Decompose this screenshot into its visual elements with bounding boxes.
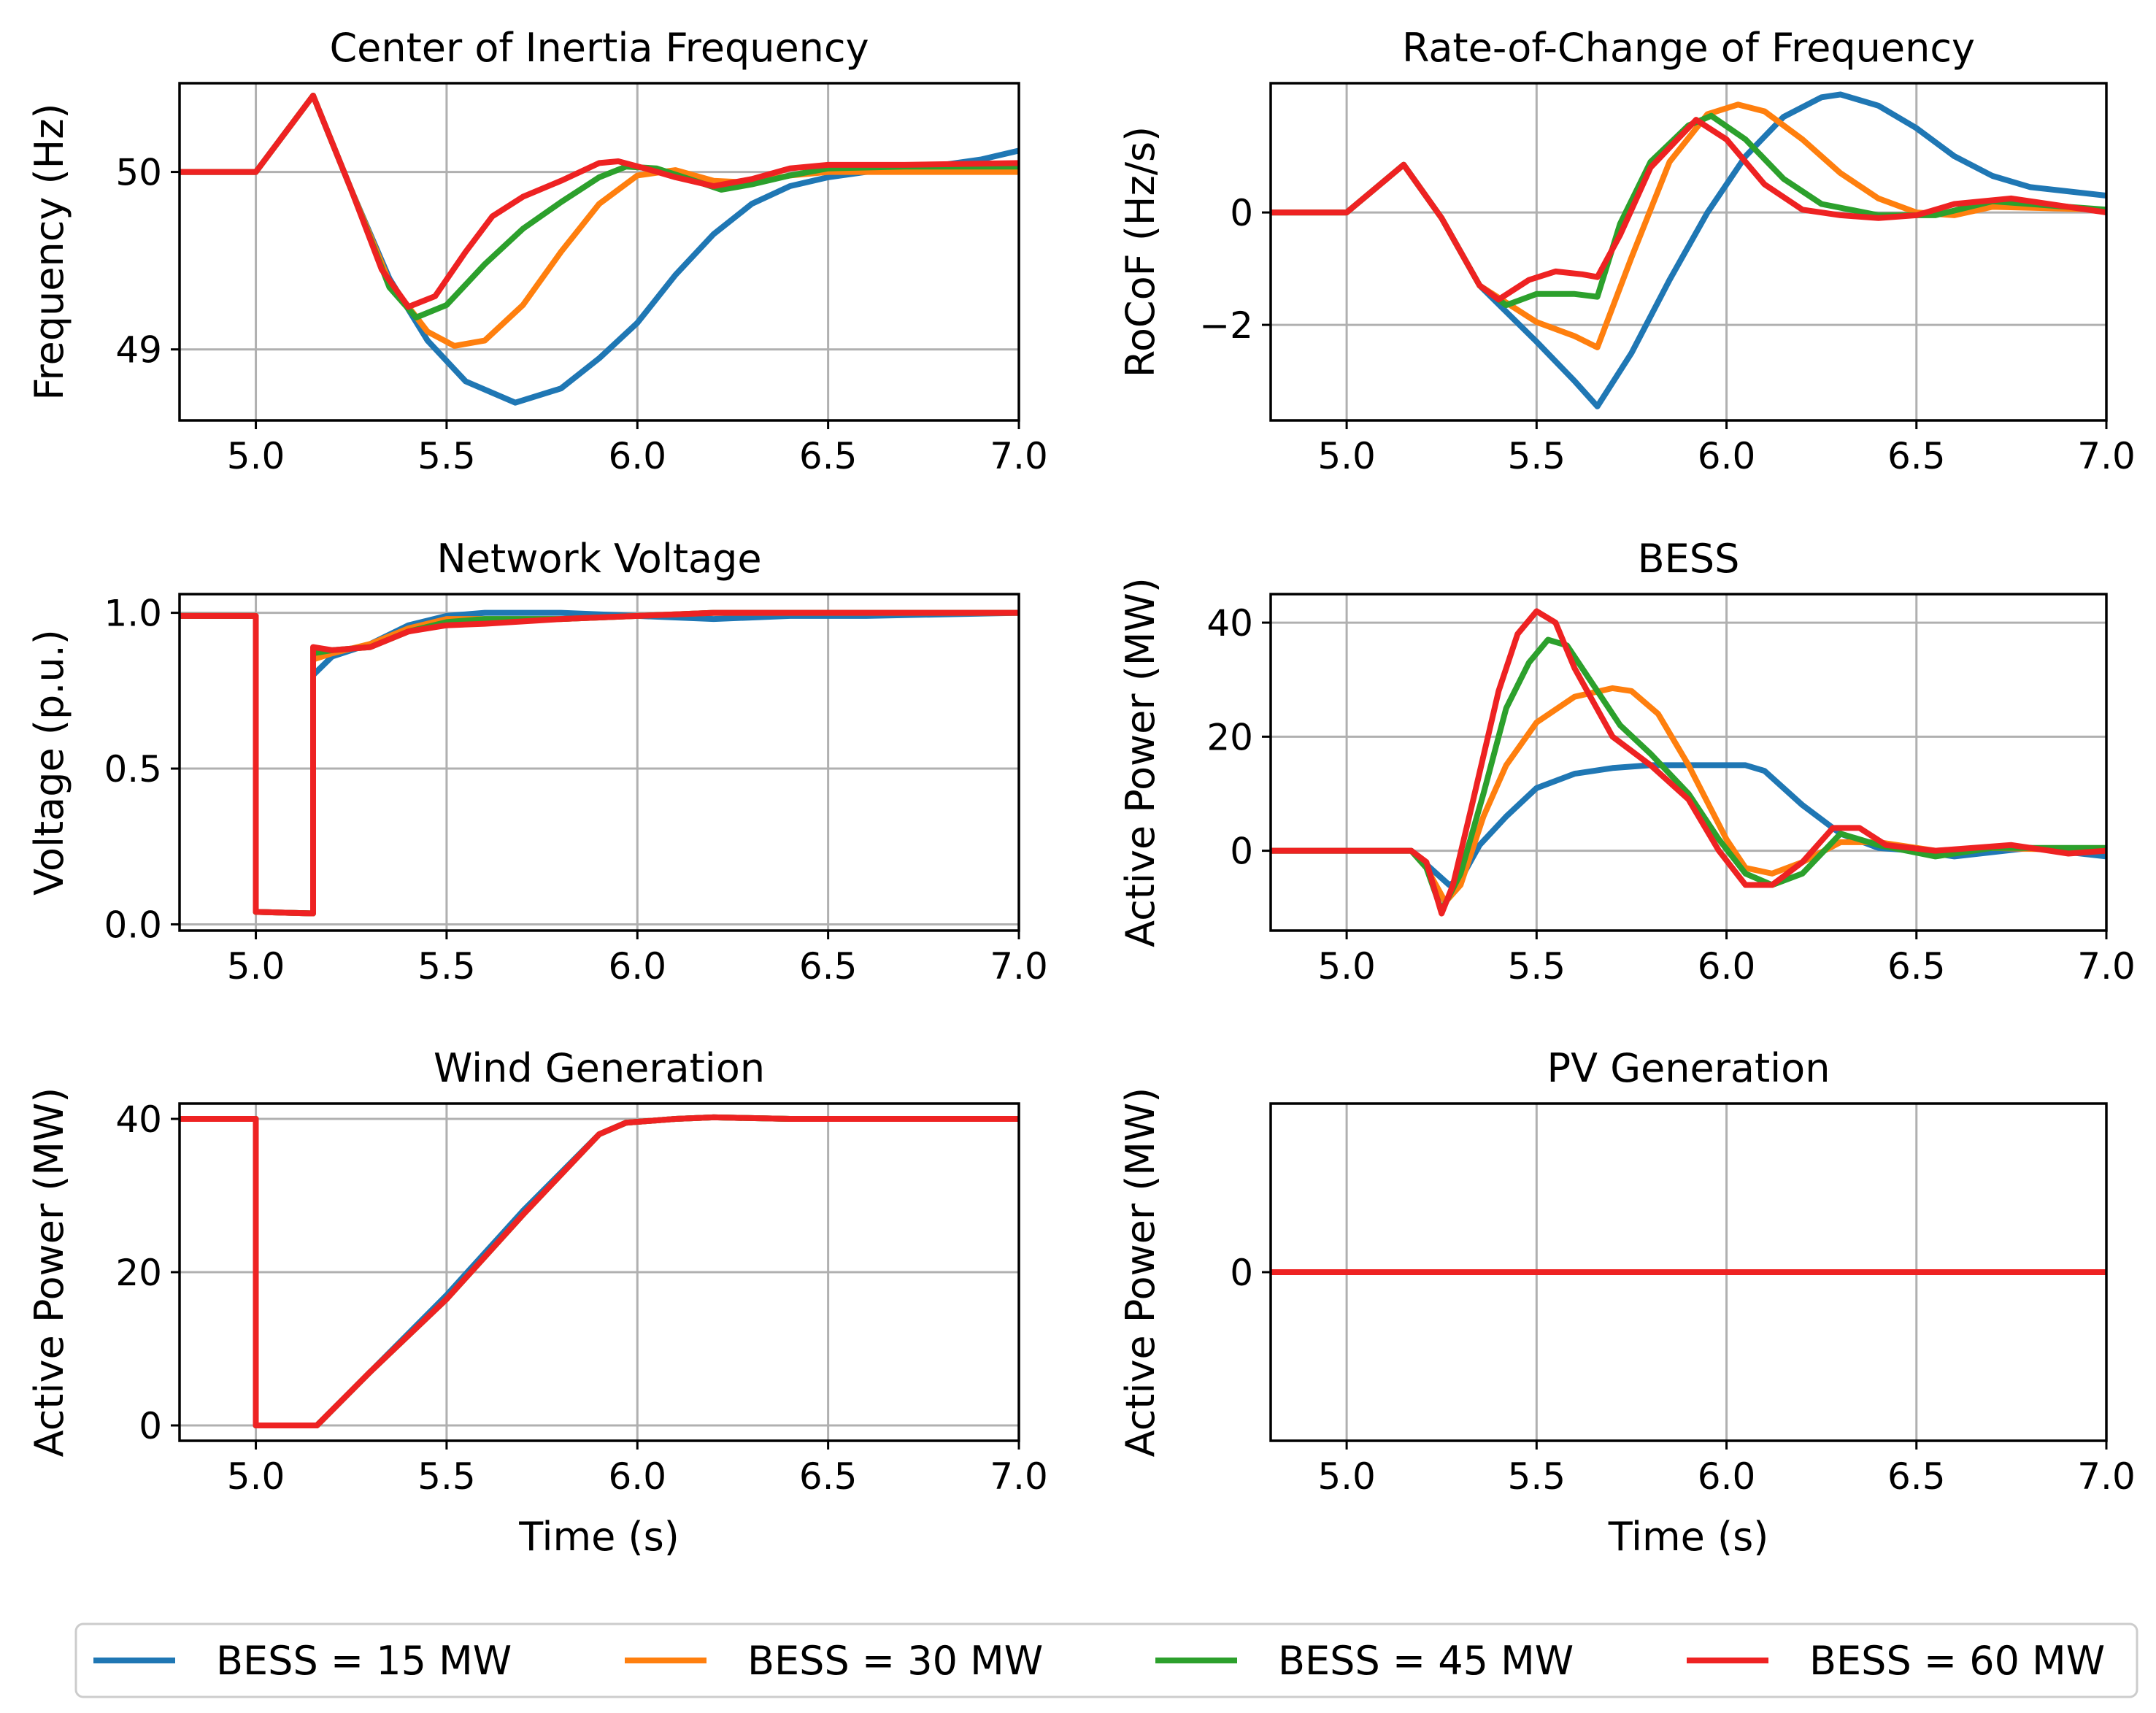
y-tick-label: 0.0 xyxy=(104,904,162,946)
panel-title: Rate-of-Change of Frequency xyxy=(1402,25,1975,71)
x-tick-label: 5.0 xyxy=(227,945,285,988)
x-tick-label: 6.5 xyxy=(799,435,858,477)
x-tick-label: 6.5 xyxy=(1887,945,1946,988)
y-tick-label: 0 xyxy=(1230,831,1253,873)
x-tick-label: 7.0 xyxy=(2077,435,2136,477)
x-tick-label: 5.0 xyxy=(1317,1455,1376,1498)
x-tick-label: 5.0 xyxy=(1317,435,1376,477)
x-axis-label: Time (s) xyxy=(518,1514,679,1560)
y-tick-label: 20 xyxy=(1206,716,1253,758)
y-tick-label: 0 xyxy=(1230,192,1253,234)
series-line xyxy=(180,609,1019,917)
y-tick-label: 20 xyxy=(115,1252,162,1294)
y-tick-label: 49 xyxy=(115,329,162,372)
x-tick-label: 5.5 xyxy=(1508,945,1566,988)
y-tick-label: 40 xyxy=(115,1098,162,1141)
y-axis-label: Active Power (MW) xyxy=(1117,577,1163,947)
x-tick-label: 7.0 xyxy=(2077,1455,2136,1498)
series-line xyxy=(180,1114,1019,1428)
plot-frame xyxy=(1269,593,2108,932)
x-tick-label: 5.0 xyxy=(1317,945,1376,988)
y-tick-label: 0 xyxy=(1230,1252,1253,1294)
legend-entry-label: BESS = 60 MW xyxy=(1809,1638,2105,1684)
legend-entry-label: BESS = 15 MW xyxy=(216,1638,512,1684)
x-tick-label: 5.5 xyxy=(1508,1455,1566,1498)
panel-6: 5.0 5.5 6.0 6.5 7.0 0 PV Generation Active Powe… xyxy=(1117,1045,2136,1560)
x-tick-label: 6.0 xyxy=(1698,945,1756,988)
legend-entry-label: BESS = 45 MW xyxy=(1278,1638,1574,1684)
x-tick-label: 6.0 xyxy=(609,435,667,477)
y-tick-label: 0.5 xyxy=(104,748,162,790)
series-line xyxy=(1271,608,2106,917)
series-line xyxy=(180,93,1019,310)
x-tick-label: 6.0 xyxy=(609,1455,667,1498)
x-tick-label: 5.0 xyxy=(227,1455,285,1498)
y-axis-label: Frequency (Hz) xyxy=(26,103,72,400)
x-tick-label: 6.0 xyxy=(609,945,667,988)
x-tick-label: 5.5 xyxy=(417,435,476,477)
legend-entry-label: BESS = 30 MW xyxy=(747,1638,1043,1684)
x-tick-label: 5.5 xyxy=(417,945,476,988)
y-tick-label: −2 xyxy=(1199,304,1253,347)
x-tick-label: 7.0 xyxy=(990,945,1048,988)
panel-title: PV Generation xyxy=(1547,1045,1830,1091)
x-tick-label: 6.5 xyxy=(1887,1455,1946,1498)
panel-2: 5.0 5.5 6.0 6.5 7.0 −2 0 Rate-of-Change of Freq… xyxy=(1117,25,2136,477)
plot-frame xyxy=(178,593,1020,932)
x-tick-label: 5.0 xyxy=(227,435,285,477)
y-tick-label: 1.0 xyxy=(104,593,162,635)
panel-title: Center of Inertia Frequency xyxy=(329,25,869,71)
x-tick-label: 7.0 xyxy=(990,435,1048,477)
panel-title: Network Voltage xyxy=(436,536,761,582)
panel-3: 5.0 5.5 6.0 6.5 7.0 0.0 0.5 1.0 Network Voltage V… xyxy=(26,536,1048,988)
x-tick-label: 6.5 xyxy=(799,945,858,988)
y-axis-label: Active Power (MW) xyxy=(1117,1088,1163,1458)
plot-frame xyxy=(1269,82,2108,422)
y-axis-label: Voltage (p.u.) xyxy=(26,629,72,896)
x-tick-label: 6.5 xyxy=(1887,435,1946,477)
series-line xyxy=(1271,117,2106,303)
panel-title: Wind Generation xyxy=(434,1045,765,1091)
panel-title: BESS xyxy=(1638,536,1740,582)
x-tick-label: 5.5 xyxy=(417,1455,476,1498)
legend: BESS = 15 MW BESS = 30 MW BESS = 45 MW BESS… xyxy=(74,1622,2138,1698)
x-axis-label: Time (s) xyxy=(1608,1514,1769,1560)
x-tick-label: 7.0 xyxy=(990,1455,1048,1498)
y-axis-label: Active Power (MW) xyxy=(26,1088,72,1458)
x-tick-label: 7.0 xyxy=(2077,945,2136,988)
y-tick-label: 40 xyxy=(1206,602,1253,644)
legend-frame xyxy=(74,1622,2138,1698)
x-tick-label: 5.5 xyxy=(1508,435,1566,477)
x-tick-label: 6.0 xyxy=(1698,1455,1756,1498)
panel-4: 5.0 5.5 6.0 6.5 7.0 0 20 40 BESS Active Power (MW… xyxy=(1117,536,2136,988)
y-axis-label: RoCoF (Hz/s) xyxy=(1117,126,1163,378)
y-tick-label: 0 xyxy=(139,1405,162,1447)
panel-5: 5.0 5.5 6.0 6.5 7.0 0 20 40 Wind Generation Activ… xyxy=(26,1045,1048,1560)
plot-frame xyxy=(178,82,1020,422)
y-tick-label: 50 xyxy=(115,152,162,194)
x-tick-label: 6.0 xyxy=(1698,435,1756,477)
x-tick-label: 6.5 xyxy=(799,1455,858,1498)
panel-1: 5.0 5.5 6.0 6.5 7.0 49 50 Center of Inertia Fre… xyxy=(26,25,1048,477)
